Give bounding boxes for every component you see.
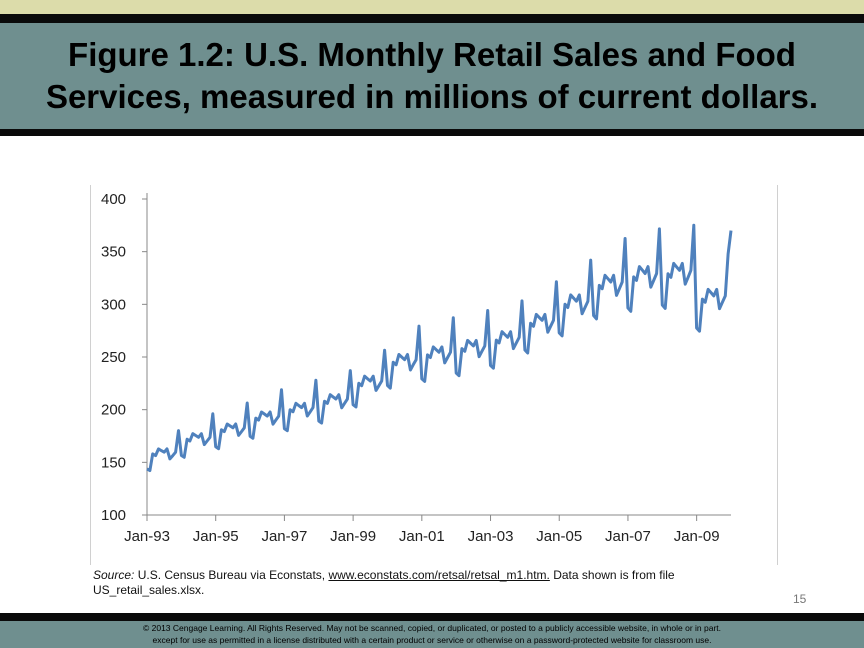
x-tick-label: Jan-01 xyxy=(399,528,445,545)
source-link[interactable]: www.econstats.com/retsal/retsal_m1.htm. xyxy=(328,568,550,582)
bottom-bar xyxy=(0,613,864,621)
page-number: 15 xyxy=(793,592,807,606)
source-text-2: Data shown is from file US_retail_sales.… xyxy=(93,568,675,597)
x-tick-label: Jan-95 xyxy=(193,528,239,545)
line-chart: 100 150 200 250 300 350 400 Jan-93 Jan-95 Jan-97 J… xyxy=(101,191,733,545)
title-band: Figure 1.2: U.S. Monthly Retail Sales an… xyxy=(0,23,864,129)
y-tick-label: 200 xyxy=(101,402,126,419)
y-tick-label: 400 xyxy=(101,191,126,208)
title-divider xyxy=(0,129,864,136)
y-tick-label: 300 xyxy=(101,296,126,313)
slide-title: Figure 1.2: U.S. Monthly Retail Sales an… xyxy=(45,36,819,115)
copyright-footer: © 2013 Cengage Learning. All Rights Rese… xyxy=(143,623,721,645)
top-bar xyxy=(0,14,864,23)
x-tick-label: Jan-97 xyxy=(261,528,307,545)
y-tick-label: 350 xyxy=(101,244,126,261)
x-tick-label: Jan-07 xyxy=(605,528,651,545)
x-tick-label: Jan-09 xyxy=(674,528,720,545)
x-tick-label: Jan-93 xyxy=(124,528,170,545)
source-label: Source: xyxy=(93,568,135,582)
chart-area: 100 150 200 250 300 350 400 Jan-93 Jan-95 Jan-97 J… xyxy=(90,185,778,565)
y-tick-label: 150 xyxy=(101,454,126,471)
source-note: Source: U.S. Census Bureau via Econstats… xyxy=(93,568,773,598)
y-tick-label: 250 xyxy=(101,349,126,366)
x-tick-label: Jan-03 xyxy=(468,528,514,545)
footer-band xyxy=(0,621,864,648)
x-tick-label: Jan-99 xyxy=(330,528,376,545)
y-tick-label: 100 xyxy=(101,507,126,524)
x-tick-label: Jan-05 xyxy=(536,528,582,545)
series-line-retail-sales xyxy=(146,223,733,472)
source-text: U.S. Census Bureau via Econstats, xyxy=(134,568,329,582)
top-stripe xyxy=(0,0,864,14)
